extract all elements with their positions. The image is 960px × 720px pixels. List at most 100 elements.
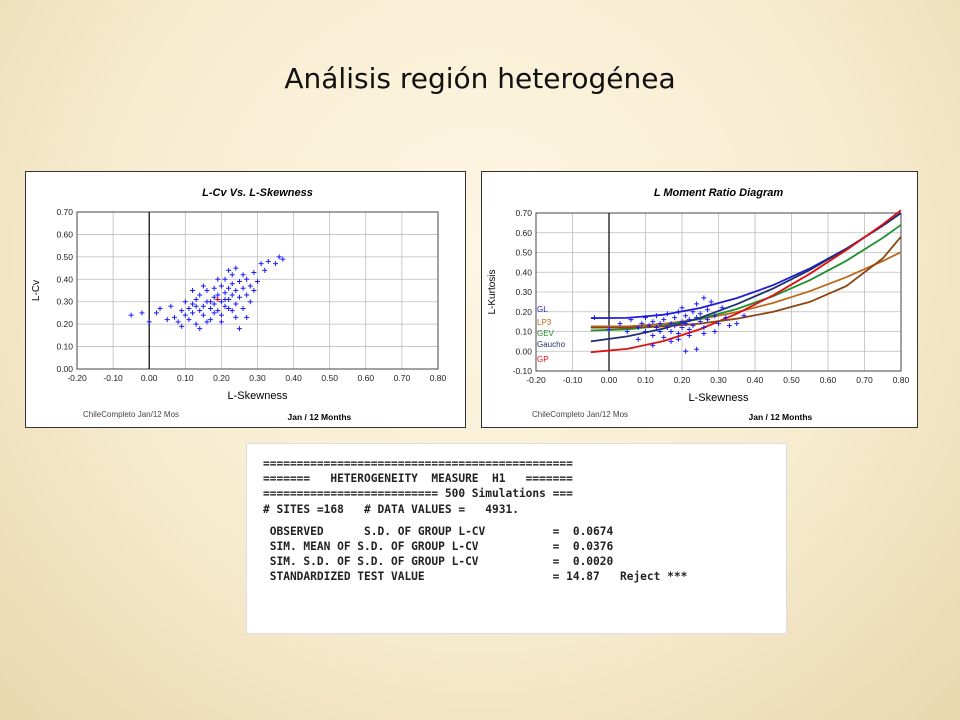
c1-ytick-label-0: -0.10	[513, 366, 533, 376]
c1-site-44	[712, 313, 718, 319]
c0-point-73	[200, 283, 206, 289]
c0-point-36	[222, 276, 228, 282]
c1-site-24	[675, 309, 681, 315]
c0-point-35	[222, 303, 228, 309]
c1-series-4-label: GP	[537, 355, 549, 364]
c0-point-2	[146, 319, 152, 325]
c0-point-44	[233, 288, 239, 293]
c0-point-19	[197, 292, 203, 298]
console-line-3: ========================== 500 Simulatio…	[263, 487, 573, 501]
c1-series-0-line	[590, 212, 902, 319]
c1-site-20	[668, 321, 674, 327]
c1-site-2	[617, 321, 623, 327]
c0-point-42	[229, 272, 235, 278]
c1-site-38	[697, 311, 703, 317]
c1-site-30	[683, 313, 689, 319]
c1-xtick-label-8: 0.60	[820, 375, 837, 385]
c0-point-50	[240, 272, 246, 278]
c0-point-18	[197, 308, 203, 314]
c0-point-17	[193, 321, 199, 327]
c0-xtick-label-5: 0.30	[249, 373, 266, 383]
c1-site-45	[716, 321, 721, 327]
c0-point-54	[247, 299, 253, 305]
c0-point-71	[215, 276, 221, 282]
c0-point-46	[236, 294, 242, 300]
c1-site-7	[643, 329, 648, 334]
c1-site-54	[668, 338, 674, 344]
c0-point-31	[218, 299, 224, 305]
c1-site-1	[606, 327, 612, 333]
c1-site-28	[679, 305, 685, 311]
c0-point-51	[244, 292, 250, 298]
c0-point-47	[236, 279, 242, 285]
c1-site-12	[653, 325, 659, 331]
c1-site-47	[723, 315, 729, 321]
c1-ytick-label-4: 0.30	[515, 287, 532, 297]
c0-footer-source: ChileCompleto Jan/12 Mos	[83, 410, 179, 419]
heterogeneity-output: ========================================…	[246, 443, 787, 634]
c0-ytick-label-3: 0.30	[56, 297, 73, 307]
c0-point-52	[244, 276, 250, 282]
c0-point-55	[251, 270, 257, 276]
c1-ytick-label-7: 0.60	[515, 228, 532, 238]
c1-series-5-line	[590, 236, 902, 329]
c1-series-0-label: GL	[537, 305, 548, 314]
c0-point-60	[273, 261, 279, 267]
c0-point-8	[175, 319, 181, 325]
c0-footer-period: Jan / 12 Months	[288, 412, 352, 422]
console-line-8: STANDARDIZED TEST VALUE = 14.87 Reject *…	[263, 570, 688, 584]
c0-ytick-label-6: 0.60	[56, 229, 73, 239]
c0-point-14	[190, 310, 196, 316]
c1-site-5	[635, 325, 641, 331]
c1-xtick-label-2: 0.00	[601, 375, 618, 385]
c0-point-30	[215, 292, 221, 298]
c1-site-11	[650, 319, 656, 325]
c1-site-26	[679, 319, 685, 325]
c0-point-38	[226, 285, 232, 291]
c0-point-48	[236, 326, 242, 332]
c0-point-79	[193, 303, 199, 309]
c1-site-40	[701, 325, 707, 331]
console-line-6: SIM. MEAN OF S.D. OF GROUP L-CV = 0.0376	[263, 540, 614, 554]
c1-site-25	[675, 330, 681, 336]
c0-point-12	[186, 305, 192, 311]
c1-site-33	[690, 309, 696, 315]
c1-site-51	[683, 348, 689, 354]
c0-point-15	[190, 301, 196, 307]
c0-regional-mean	[215, 296, 221, 302]
c1-series-3-label: Gaucho	[537, 340, 566, 349]
c1-site-39	[701, 295, 707, 301]
c1-site-36	[694, 301, 700, 307]
c1-series-4-line	[590, 209, 902, 354]
c0-point-6	[168, 303, 174, 309]
c0-ytick-label-5: 0.50	[56, 252, 73, 262]
c0-point-25	[208, 317, 214, 323]
c1-site-14	[657, 329, 663, 334]
c1-site-8	[643, 315, 648, 321]
c0-xtick-label-3: 0.10	[177, 373, 194, 383]
c1-site-57	[675, 336, 681, 342]
c1-site-10	[650, 332, 656, 338]
c0-point-63	[244, 314, 250, 320]
c0-point-29	[215, 308, 221, 314]
c0-xtick-label-6: 0.40	[285, 373, 302, 383]
c1-site-21	[668, 329, 674, 334]
c0-point-58	[262, 267, 268, 273]
console-line-2: ======= HETEROGENEITY MEASURE H1 =======	[263, 472, 573, 486]
c0-point-74	[240, 305, 246, 311]
c0-point-49	[240, 285, 246, 291]
c0-point-66	[218, 319, 224, 325]
c0-point-68	[197, 326, 203, 332]
c0-title: L-Cv Vs. L-Skewness	[202, 187, 313, 199]
c1-xtick-label-5: 0.30	[710, 375, 727, 385]
c1-site-56	[701, 330, 707, 336]
c0-plot-frame	[76, 211, 439, 370]
c0-point-53	[247, 283, 253, 289]
c0-point-64	[179, 323, 185, 329]
c0-point-75	[251, 288, 257, 293]
c1-site-41	[705, 307, 711, 313]
c0-point-32	[218, 283, 224, 289]
c1-xtick-label-0: -0.20	[526, 375, 546, 385]
c0-point-77	[208, 299, 214, 305]
c0-point-34	[222, 290, 228, 296]
